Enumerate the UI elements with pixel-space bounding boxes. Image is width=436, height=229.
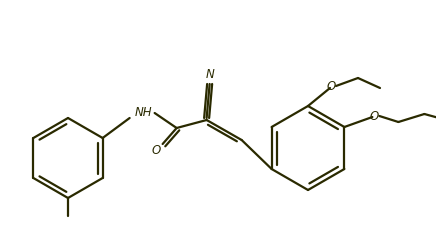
- Text: O: O: [327, 81, 336, 93]
- Text: O: O: [152, 144, 161, 156]
- Text: N: N: [205, 68, 214, 82]
- Text: O: O: [370, 109, 379, 123]
- Text: NH: NH: [135, 106, 152, 120]
